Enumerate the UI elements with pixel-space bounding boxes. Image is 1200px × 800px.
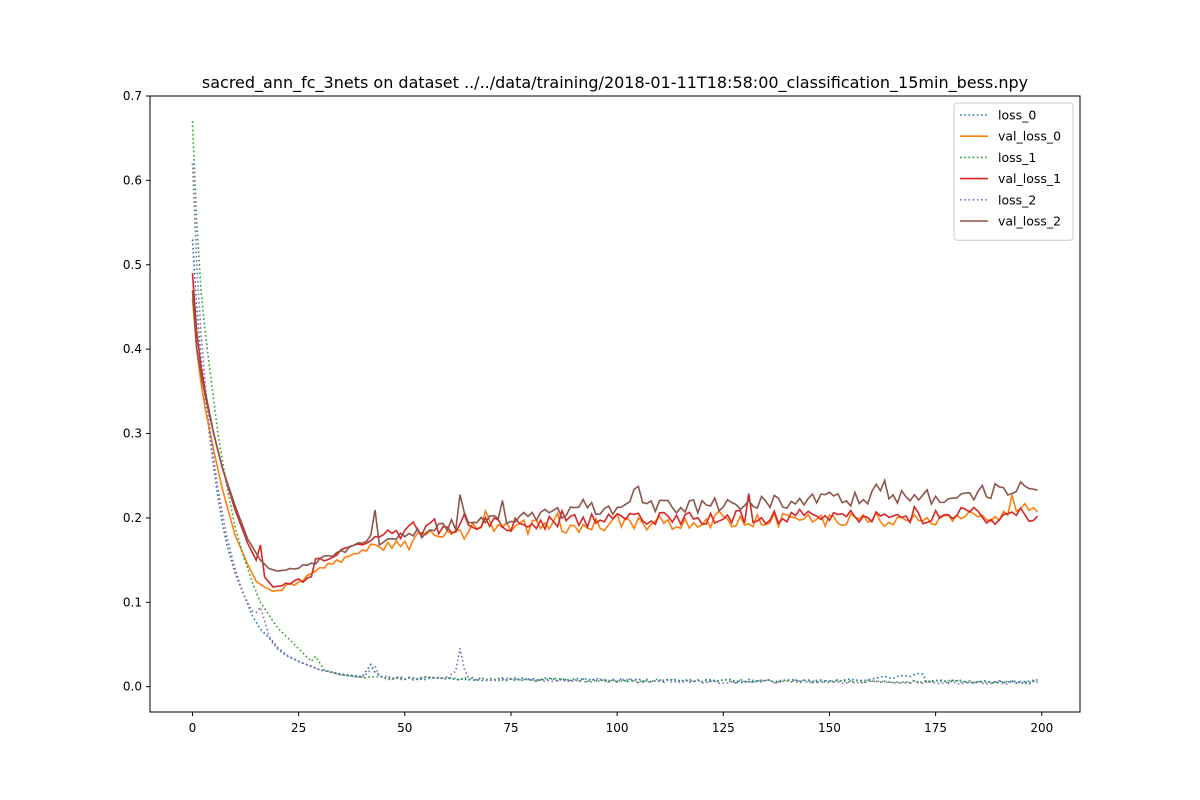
y-tick-label: 0.1 bbox=[123, 595, 142, 609]
y-tick-label: 0.7 bbox=[123, 89, 142, 103]
series-line-val-loss-2 bbox=[191, 290, 1038, 572]
legend-label: val_loss_0 bbox=[998, 129, 1061, 144]
series-line-loss-2 bbox=[191, 163, 1038, 685]
series-line-loss-1 bbox=[191, 121, 1038, 685]
x-tick-label: 200 bbox=[1030, 721, 1053, 735]
y-tick-label: 0.2 bbox=[123, 511, 142, 525]
y-tick-label: 0.4 bbox=[123, 342, 142, 356]
x-tick-label: 25 bbox=[291, 721, 306, 735]
y-tick-label: 0.6 bbox=[123, 173, 142, 187]
x-tick-label: 175 bbox=[924, 721, 947, 735]
axis-layer: 0 25 50 75 100 125 150 175 200 0.0 0.1 0.2 0.3 0.4 0.5… bbox=[123, 89, 1053, 735]
y-tick-label: 0.0 bbox=[123, 680, 142, 694]
legend-label: val_loss_2 bbox=[998, 214, 1061, 229]
x-tick-label: 150 bbox=[818, 721, 841, 735]
chart-title: sacred_ann_fc_3nets on dataset ../../dat… bbox=[202, 73, 1028, 93]
y-tick-label: 0.5 bbox=[123, 258, 142, 272]
series-layer bbox=[191, 121, 1039, 685]
legend-box bbox=[953, 102, 1074, 241]
legend: loss_0 val_loss_0 loss_1 val_loss_1 loss_2va… bbox=[953, 102, 1074, 241]
legend-label: loss_1 bbox=[998, 150, 1036, 165]
x-tick-label: 0 bbox=[189, 721, 197, 735]
legend-label: loss_0 bbox=[998, 108, 1036, 123]
legend-label: val_loss_1 bbox=[998, 171, 1061, 186]
x-tick-label: 100 bbox=[606, 721, 629, 735]
x-tick-label: 125 bbox=[712, 721, 735, 735]
series-line-val-loss-0 bbox=[191, 298, 1039, 593]
series-line-val-loss-1 bbox=[191, 273, 1039, 588]
x-tick-label: 50 bbox=[397, 721, 412, 735]
plot-area-frame bbox=[149, 95, 1081, 713]
y-tick-label: 0.3 bbox=[123, 427, 142, 441]
legend-label: loss_2 bbox=[998, 192, 1036, 207]
x-tick-label: 75 bbox=[503, 721, 518, 735]
series-line-loss-0 bbox=[191, 239, 1038, 685]
